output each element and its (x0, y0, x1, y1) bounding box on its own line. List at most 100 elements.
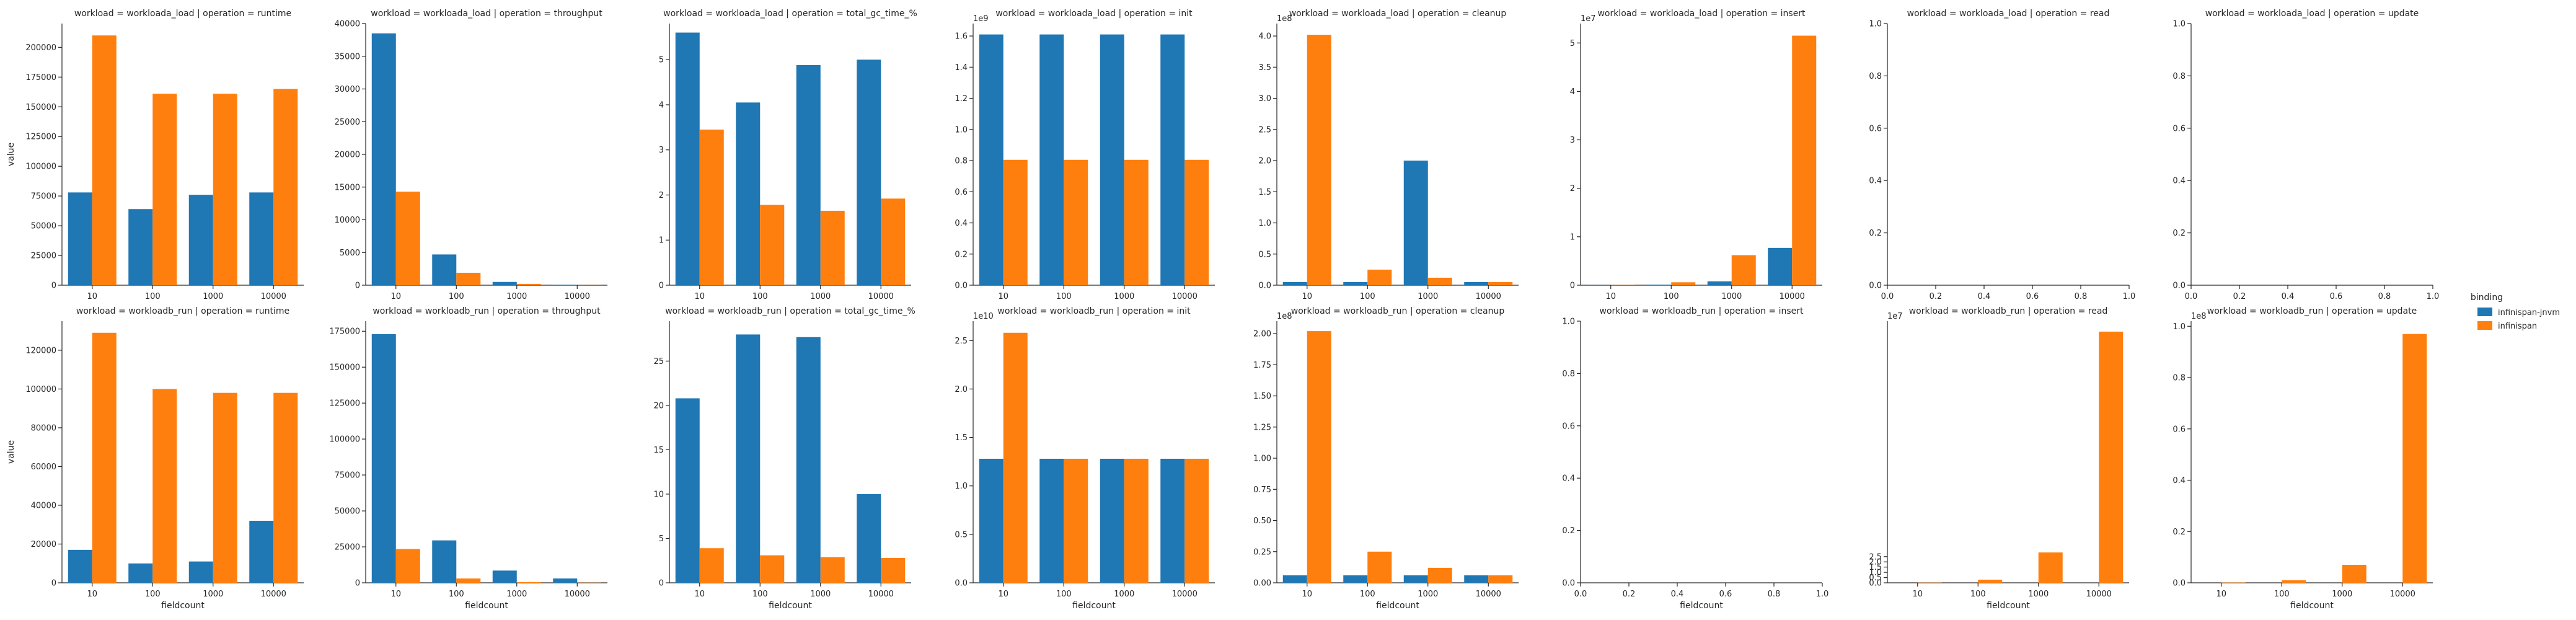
bar-infinispan-jnvm-10000 (857, 494, 881, 583)
bar-infinispan-10000 (1488, 575, 1513, 583)
x-tick-label: 1000 (1418, 590, 1438, 599)
axis-offset-label: 1e8 (1277, 312, 1292, 321)
bar-infinispan-10000 (1184, 458, 1209, 583)
bar-infinispan-jnvm-10000 (249, 520, 274, 583)
x-axis-label: fieldcount (769, 601, 812, 611)
facet-panel-2-1: workload = workloadb_run | operation = r… (6, 306, 304, 611)
y-tick-label: 1.0 (955, 482, 968, 491)
bar-infinispan-100 (1367, 269, 1392, 285)
x-tick-label: 0.8 (2378, 292, 2391, 301)
x-axis-label: fieldcount (1376, 601, 1419, 611)
facet-panel-2-8: workload = workloadb_run | operation = u… (2172, 306, 2433, 611)
y-tick-label: 0 (659, 579, 664, 588)
facet-panel-1-1: workload = workloada_load | operation = … (6, 9, 304, 301)
panel-title: workload = workloada_load | operation = … (74, 9, 291, 19)
bar-infinispan-100 (1978, 579, 2003, 583)
axis-offset-label: 1e9 (973, 14, 989, 24)
bar-infinispan-jnvm-10000 (1160, 34, 1185, 285)
panel-title: workload = workloadb_run | operation = c… (1291, 306, 1505, 316)
y-tick-label: 2.5 (1258, 125, 1271, 135)
y-tick-label: 0 (659, 281, 664, 291)
y-tick-label: 0 (355, 579, 360, 588)
y-tick-label: 25000 (335, 543, 360, 552)
y-tick-label: 0.8 (955, 157, 968, 166)
bar-infinispan-100 (1367, 551, 1392, 583)
bar-infinispan-1000 (213, 94, 237, 285)
bar-infinispan-10 (1003, 159, 1028, 285)
bar-infinispan-jnvm-10 (675, 32, 700, 285)
bar-infinispan-100 (456, 272, 481, 285)
bar-infinispan-100 (1064, 458, 1088, 583)
x-axis-label: fieldcount (1680, 601, 1723, 611)
x-tick-label: 10 (694, 590, 705, 599)
bar-infinispan-1000 (820, 210, 845, 285)
x-tick-label: 0.2 (1930, 292, 1943, 301)
y-tick-label: 3 (659, 146, 664, 155)
y-tick-label: 125000 (329, 399, 360, 409)
bar-infinispan-jnvm-100 (1039, 34, 1064, 285)
x-tick-label: 10 (1302, 292, 1312, 301)
bar-infinispan-jnvm-10 (371, 334, 396, 583)
bar-infinispan-jnvm-10 (1282, 575, 1307, 583)
y-tick-label: 5 (659, 56, 664, 65)
bar-infinispan-jnvm-100 (736, 334, 761, 583)
panel-title: workload = workloadb_run | operation = i… (997, 306, 1191, 316)
y-tick-label: 1.25 (1253, 423, 1271, 432)
facet-panel-1-4: workload = workloada_load | operation = … (955, 9, 1215, 301)
y-tick-label: 0.5 (1258, 250, 1271, 259)
x-tick-label: 10000 (1780, 292, 1805, 301)
y-tick-label: 1.0 (2172, 322, 2186, 332)
y-tick-label: 5000 (340, 249, 360, 258)
y-tick-label: 175000 (329, 327, 360, 337)
bar-infinispan-10000 (273, 392, 298, 583)
y-tick-label: 150000 (329, 363, 360, 373)
bar-infinispan-100 (1671, 282, 1696, 285)
x-tick-label: 10000 (261, 292, 286, 301)
y-tick-label: 0.6 (2172, 124, 2186, 133)
bar-infinispan-jnvm-100 (128, 209, 153, 285)
y-tick-label: 0.2 (1869, 229, 1882, 238)
legend-label: infinispan-jnvm (2498, 308, 2560, 317)
facet-panel-2-2: workload = workloadb_run | operation = t… (329, 306, 607, 611)
facet-panel-2-7: workload = workloadb_run | operation = r… (1869, 306, 2129, 611)
bar-infinispan-jnvm-10 (1282, 281, 1307, 285)
bar-infinispan-jnvm-10 (68, 549, 92, 583)
y-tick-label: 0.25 (1253, 547, 1271, 557)
y-tick-label: 1.0 (1258, 219, 1271, 228)
y-tick-label: 0.0 (1869, 579, 1882, 588)
bar-infinispan-jnvm-1000 (1403, 161, 1428, 285)
legend-swatch (2477, 308, 2492, 316)
y-tick-label: 4 (659, 100, 664, 110)
x-tick-label: 0.4 (2282, 292, 2295, 301)
x-tick-label: 0.8 (1768, 590, 1781, 599)
y-tick-label: 15000 (335, 183, 360, 192)
x-tick-label: 10 (390, 292, 401, 301)
x-tick-label: 100 (1360, 292, 1375, 301)
x-tick-label: 10 (1912, 590, 1923, 599)
bar-infinispan-jnvm-100 (1039, 458, 1064, 583)
y-tick-label: 40000 (31, 501, 56, 510)
bar-infinispan-1000 (2038, 552, 2063, 583)
y-tick-label: 10 (653, 490, 664, 499)
y-tick-label: 0.0 (1869, 281, 1882, 291)
y-tick-label: 1.00 (1253, 454, 1271, 464)
y-tick-label: 0.00 (1253, 579, 1271, 588)
y-tick-label: 80000 (31, 423, 56, 433)
bar-infinispan-100 (152, 389, 177, 583)
y-tick-label: 0.0 (1562, 579, 1575, 588)
x-tick-label: 10 (1605, 292, 1616, 301)
x-axis-label: fieldcount (161, 601, 205, 611)
facet-panel-1-6: workload = workloada_load | operation = … (1570, 9, 1822, 301)
y-tick-label: 2.0 (1258, 157, 1271, 166)
y-tick-label: 0.4 (2172, 177, 2186, 186)
y-tick-label: 0.0 (2172, 579, 2186, 588)
facet-panel-1-2: workload = workloada_load | operation = … (335, 9, 607, 301)
y-tick-label: 0.4 (1869, 177, 1882, 186)
y-tick-label: 0.4 (955, 219, 968, 228)
y-tick-label: 0.5 (1869, 574, 1882, 583)
y-tick-label: 25000 (31, 252, 56, 261)
bar-infinispan-1000 (1731, 255, 1756, 285)
y-tick-label: 0.5 (955, 530, 968, 539)
bar-infinispan-100 (456, 578, 481, 583)
y-tick-label: 75000 (31, 192, 56, 202)
